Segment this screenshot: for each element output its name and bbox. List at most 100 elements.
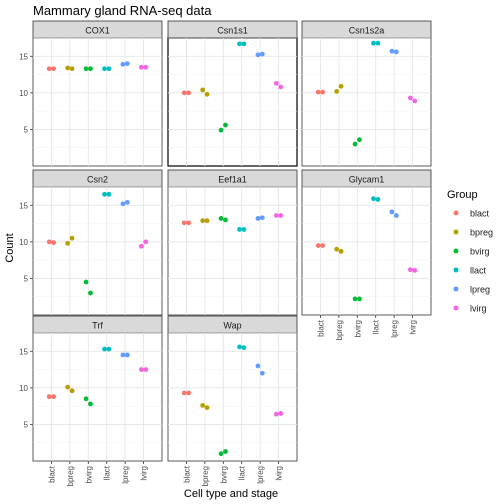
data-point-lvirg [138, 367, 144, 372]
data-point-lvirg [412, 98, 418, 104]
x-axes: blact bpreg bvirg llact lpreg lvirg blact bpreg… [47, 315, 418, 486]
data-point-bvirg [223, 449, 228, 454]
x-tick-label: blact [182, 465, 191, 483]
data-point-lvirg [412, 267, 418, 273]
y-tick-label: 10 [19, 89, 28, 98]
legend-key-bvirg [453, 248, 459, 254]
data-point-lvirg [138, 64, 144, 70]
data-point-lpreg [259, 370, 265, 376]
x-tick-label: lvirg [275, 466, 284, 481]
data-point-lpreg [259, 51, 265, 57]
data-point-lpreg [255, 216, 261, 221]
x-axis-glycam1: blact bpreg bvirg llact lpreg lvirg [316, 315, 418, 340]
legend-key-bpreg [453, 229, 459, 235]
data-point-lpreg [124, 199, 130, 205]
data-point-lvirg [273, 80, 279, 86]
data-point-bpreg [69, 66, 75, 72]
data-point-lpreg [393, 49, 399, 55]
data-point-bvirg [218, 216, 224, 221]
data-point-bpreg [334, 88, 340, 94]
data-point-llact [241, 345, 247, 351]
data-point-blact [315, 89, 321, 95]
data-point-lvirg [273, 411, 279, 417]
legend-key-lvirg [453, 305, 459, 311]
data-point-bvirg [88, 290, 93, 296]
data-point-bvirg [223, 217, 228, 223]
data-point-blact [181, 90, 187, 96]
data-point-lpreg [120, 201, 126, 207]
data-point-bvirg [83, 66, 89, 72]
x-tick-label: bpreg [335, 320, 344, 340]
facet-strip-label: COX1 [85, 26, 110, 36]
data-point-bpreg [65, 65, 71, 71]
data-point-bvirg [352, 296, 358, 302]
data-point-llact [375, 40, 381, 46]
legend-title: Group [447, 189, 478, 201]
data-point-lpreg [120, 61, 126, 67]
facet-panel-cox1: COX1 5 10 15 [19, 20, 163, 167]
facet-panel-eef1a1: Eef1a1 [167, 169, 298, 316]
y-tick-label: 5 [24, 420, 29, 429]
y-tick-label: 15 [19, 201, 28, 210]
x-tick-label: lvirg [140, 466, 149, 481]
data-point-bpreg [69, 235, 75, 241]
data-point-bvirg [218, 451, 224, 457]
data-point-llact [106, 66, 112, 72]
y-axis-label: Count [4, 233, 16, 262]
data-point-lpreg [124, 352, 130, 358]
data-point-blact [46, 66, 52, 72]
y-tick-label: 15 [19, 347, 28, 356]
data-point-lpreg [389, 209, 395, 215]
facet-strip-label: Glycam1 [349, 175, 385, 185]
data-point-llact [106, 346, 112, 352]
facet-strip-label: Csn1s2a [349, 26, 385, 36]
data-point-bvirg [352, 141, 358, 147]
facet-panel-wap: Wap [167, 315, 298, 462]
x-axis-wap: blact bpreg bvirg llact lpreg lvirg [182, 461, 284, 486]
data-point-blact [51, 240, 57, 245]
data-point-bpreg [334, 246, 340, 252]
data-point-bpreg [200, 87, 206, 93]
data-point-lvirg [143, 239, 149, 245]
data-point-llact [241, 41, 247, 47]
data-point-lpreg [255, 363, 261, 369]
x-tick-label: bpreg [201, 466, 210, 486]
data-point-bvirg [218, 127, 224, 133]
data-point-bpreg [338, 248, 344, 254]
data-point-bvirg [357, 137, 362, 143]
y-tick-label: 15 [19, 52, 28, 61]
data-point-bvirg [223, 122, 228, 128]
facet-plot-area [301, 37, 432, 167]
legend-label-lvirg: lvirg [470, 304, 487, 314]
facet-panel-trf: Trf 5 10 15 [19, 315, 163, 462]
data-point-blact [320, 89, 326, 95]
data-point-lvirg [278, 411, 284, 416]
legend-label-llact: llact [470, 266, 487, 276]
facet-strip-label: Csn1s1 [217, 26, 248, 36]
data-point-bpreg [204, 218, 210, 224]
facet-strip-label: Wap [223, 321, 241, 331]
facet-plot-area [167, 332, 298, 462]
legend: blact bpreg bvirg llact lpreg lvirg [453, 209, 493, 314]
x-tick-label: lpreg [121, 466, 130, 484]
data-point-lvirg [278, 84, 284, 90]
data-point-blact [186, 90, 192, 96]
data-point-bpreg [200, 218, 206, 224]
x-tick-label: llact [372, 319, 381, 334]
data-point-lvirg [278, 213, 284, 218]
data-point-bpreg [200, 403, 206, 408]
facet-plot-area [167, 37, 298, 167]
data-point-lvirg [407, 95, 413, 101]
y-tick-label: 5 [24, 125, 29, 134]
data-point-lpreg [120, 352, 126, 358]
data-point-lpreg [255, 52, 261, 58]
data-point-bpreg [204, 405, 210, 411]
data-point-bvirg [88, 66, 93, 72]
facet-panel-glycam1: Glycam1 [301, 169, 432, 316]
data-point-llact [237, 227, 242, 232]
x-tick-label: lpreg [256, 466, 265, 484]
data-point-blact [315, 243, 321, 248]
data-point-llact [371, 196, 376, 202]
facet-plot-area [167, 186, 298, 316]
